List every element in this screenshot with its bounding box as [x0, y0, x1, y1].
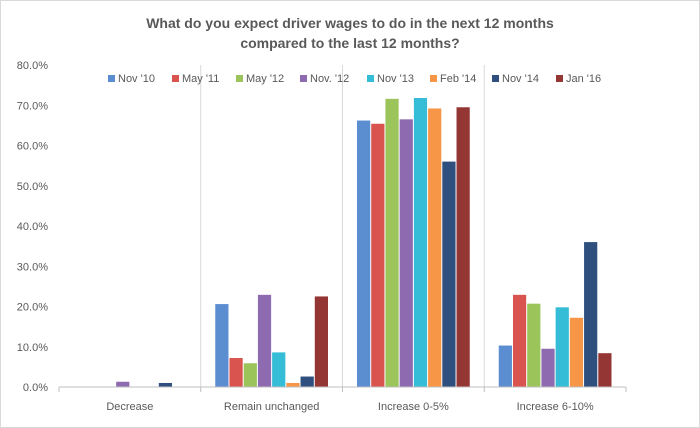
x-category-label: Remain unchanged — [224, 401, 319, 413]
legend-swatch — [367, 75, 374, 82]
legend-label: May '12 — [246, 73, 284, 85]
bar — [385, 98, 399, 387]
bar — [314, 296, 328, 387]
bar — [428, 108, 442, 387]
bar — [243, 363, 257, 387]
bar — [584, 242, 598, 387]
bar — [286, 382, 300, 387]
legend-item: Jan '16 — [556, 73, 601, 85]
y-tick-label: 50.0% — [17, 181, 48, 193]
legend-item: Nov '14 — [492, 73, 539, 85]
legend-item: Nov '13 — [367, 73, 414, 85]
legend-item: Feb '14 — [430, 73, 476, 85]
bar — [555, 307, 569, 387]
bar — [300, 376, 314, 387]
y-tick-label: 70.0% — [17, 100, 48, 112]
bar — [272, 352, 286, 387]
bar — [527, 303, 541, 387]
bar — [512, 294, 527, 387]
legend-item: Nov. '12 — [300, 73, 349, 85]
bar — [116, 381, 130, 387]
legend-item: May '12 — [236, 73, 284, 85]
y-tick-label: 60.0% — [17, 141, 48, 153]
y-tick-label: 20.0% — [17, 302, 48, 314]
bar — [215, 304, 229, 387]
bar — [541, 348, 555, 387]
y-tick-label: 80.0% — [17, 60, 48, 72]
bar — [456, 107, 470, 387]
legend-label: Nov '14 — [502, 73, 539, 85]
legend-item: Nov '10 — [108, 73, 155, 85]
legend-item: May '11 — [172, 73, 219, 85]
bar — [229, 358, 243, 387]
legend-label: Nov. '12 — [310, 73, 349, 85]
y-tick-label: 10.0% — [17, 342, 48, 354]
legend-swatch — [556, 75, 563, 82]
bar — [498, 345, 512, 387]
legend-swatch — [236, 75, 243, 82]
y-tick-label: 30.0% — [17, 261, 48, 273]
legend-swatch — [430, 75, 437, 82]
legend-label: Nov '13 — [377, 73, 414, 85]
x-category-label: Increase 0-5% — [378, 401, 449, 413]
bar — [399, 119, 413, 388]
legend-swatch — [492, 75, 499, 82]
bar — [598, 353, 612, 387]
bar — [357, 120, 371, 388]
bar — [158, 382, 173, 387]
legend-label: Nov '10 — [118, 73, 155, 85]
bar — [413, 98, 428, 387]
chart-title: What do you expect driver wages to do in… — [146, 15, 554, 51]
legend-label: Feb '14 — [440, 73, 476, 85]
legend-swatch — [108, 75, 115, 82]
legend-swatch — [300, 75, 307, 82]
bar — [442, 161, 456, 387]
legend-swatch — [172, 75, 179, 82]
bar — [371, 123, 385, 387]
x-category-label: Increase 6-10% — [517, 401, 594, 413]
bar — [569, 317, 584, 387]
x-category-label: Decrease — [106, 401, 153, 413]
legend-label: Jan '16 — [566, 73, 601, 85]
legend-label: May '11 — [182, 73, 219, 85]
y-tick-label: 0.0% — [23, 382, 48, 394]
y-tick-label: 40.0% — [17, 221, 48, 233]
bar — [257, 294, 272, 387]
